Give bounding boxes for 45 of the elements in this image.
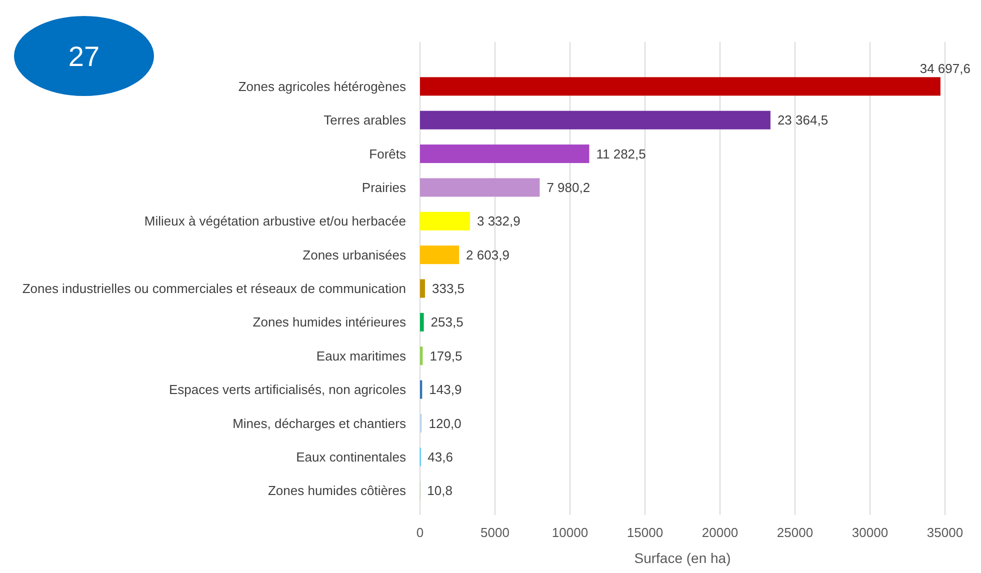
data-label: 179,5 [430, 348, 462, 364]
data-label: 333,5 [432, 281, 465, 296]
y-tick-label: Zones agricoles hétérogènes [238, 78, 406, 94]
x-tick-label: 35000 [926, 525, 964, 540]
x-tick-label: 20000 [702, 525, 738, 540]
x-tick-label: 30000 [852, 525, 888, 540]
x-tick-label: 25000 [776, 525, 814, 540]
data-label: 7 980,2 [546, 180, 590, 196]
x-tick-label: 5000 [480, 525, 510, 540]
y-tick-label: Zones industrielles ou commerciales et réseaux de communication [22, 281, 406, 296]
bar [420, 346, 423, 366]
data-label: 2 603,9 [466, 247, 510, 262]
y-tick-label: Espaces verts artificialisés, non agricoles [169, 382, 406, 398]
data-label: 11 282,5 [596, 146, 646, 162]
x-axis-title: Surface (en ha) [634, 550, 731, 566]
data-label: 253,5 [430, 314, 464, 330]
text: 27 [68, 40, 100, 72]
y-tick-label: Forêts [369, 146, 406, 162]
x-tick-label: 10000 [552, 525, 588, 540]
bar [420, 279, 426, 298]
y-tick-label: Zones humides intérieures [252, 314, 406, 330]
data-label: 23 364,5 [777, 112, 828, 128]
bar [420, 110, 770, 130]
data-label: 34 697,6 [920, 61, 970, 76]
data-label: 3 332,9 [476, 214, 520, 229]
y-tick-label: Prairies [362, 180, 406, 196]
x-tick-label: 0 [416, 525, 424, 540]
data-label: 43,6 [428, 449, 453, 464]
x-tick-label: 15000 [626, 525, 664, 540]
bar [420, 178, 540, 197]
bar [420, 77, 940, 96]
bar [420, 144, 590, 164]
data-label: 10,8 [427, 483, 452, 498]
y-tick-label: Milieux à végétation arbustive et/ou herbacée [144, 214, 406, 229]
bar [420, 246, 460, 264]
bar [420, 312, 424, 332]
y-tick-label: Mines, décharges et chantiers [232, 416, 406, 431]
y-tick-label: Zones urbanisées [302, 247, 406, 262]
bar [420, 212, 470, 230]
y-tick-label: Eaux continentales [296, 449, 406, 464]
data-label: 120,0 [428, 416, 462, 431]
y-tick-label: Terres arables [324, 112, 406, 128]
y-tick-label: Eaux maritimes [316, 348, 406, 364]
y-tick-label: Zones humides côtières [268, 483, 406, 498]
data-label: 143,9 [429, 382, 462, 398]
